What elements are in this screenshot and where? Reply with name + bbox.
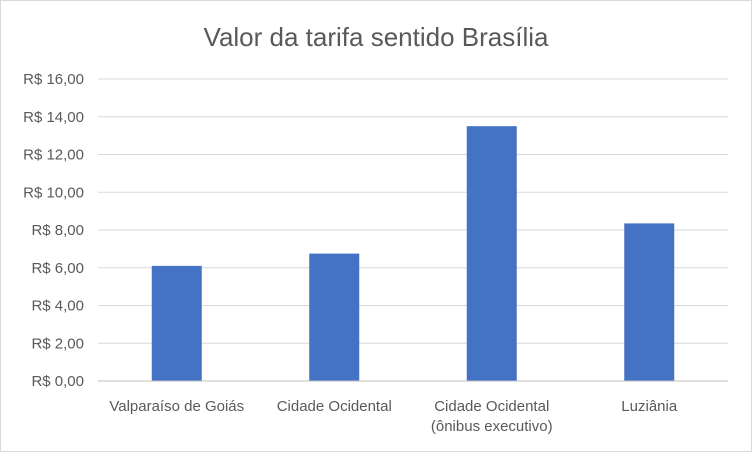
y-tick-label: R$ 16,00: [23, 71, 84, 88]
x-category-label: Luziânia: [621, 398, 678, 415]
x-category-label: Valparaíso de Goiás: [109, 398, 244, 415]
y-tick-label: R$ 4,00: [31, 298, 84, 315]
y-tick-label: R$ 14,00: [23, 109, 84, 126]
bars: [151, 126, 675, 381]
y-tick-label: R$ 12,00: [23, 147, 84, 164]
chart-title: Valor da tarifa sentido Brasília: [204, 22, 549, 52]
y-axis-tick-labels: R$ 0,00 R$ 2,00 R$ 4,00 R$ 6,00 R$ 8,00 R$ 10…: [23, 71, 84, 390]
bar: [309, 253, 360, 381]
y-tick-label: R$ 10,00: [23, 184, 84, 201]
x-category-label: Cidade Ocidental: [277, 398, 392, 415]
y-tick-label: R$ 0,00: [31, 373, 84, 390]
bar: [466, 126, 517, 381]
x-category-label: Cidade Ocidental (ônibus executivo): [431, 398, 553, 435]
x-category-label-line: Cidade Ocidental: [277, 398, 392, 415]
x-axis-category-labels: Valparaíso de Goiás Cidade Ocidental Cidad…: [109, 398, 677, 435]
x-category-label-line: (ônibus executivo): [431, 418, 553, 435]
y-tick-label: R$ 6,00: [31, 260, 84, 277]
bar: [151, 265, 202, 381]
x-category-label-line: Luziânia: [621, 398, 678, 415]
x-category-label-line: Cidade Ocidental: [434, 398, 549, 415]
y-tick-label: R$ 8,00: [31, 222, 84, 239]
gridlines: [98, 78, 728, 344]
x-category-label-line: Valparaíso de Goiás: [109, 398, 244, 415]
bar: [624, 223, 675, 381]
y-tick-label: R$ 2,00: [31, 335, 84, 352]
